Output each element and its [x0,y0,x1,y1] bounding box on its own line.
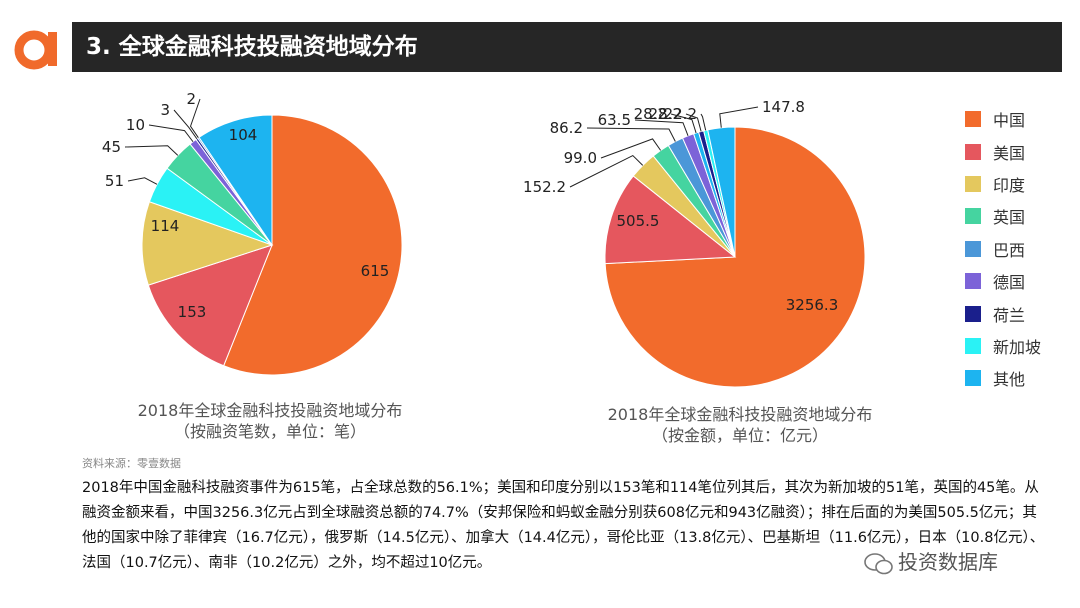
leader-line [173,109,198,140]
legend-label: 英国 [993,208,1026,228]
slice-label: 63.5 [598,111,631,129]
leader-line [670,113,697,134]
chart-legend: 中国美国印度英国巴西德国荷兰新加坡其他 [965,103,1041,395]
leader-line [685,113,702,132]
slice-label: 45 [102,138,121,156]
legend-label: 中国 [993,111,1026,131]
slice-label: 3256.3 [786,296,839,314]
slice-label: 22.2 [664,105,697,123]
brand-logo [14,30,57,70]
legend-item: 印度 [965,168,1041,200]
leader-line [569,154,644,188]
legend-item: 巴西 [965,233,1041,265]
slice-label: 28.2 [634,105,667,123]
legend-swatch [965,240,981,257]
pie-slice [198,114,273,247]
legend-label: 美国 [993,143,1026,163]
chart2-title: 2018年全球金融科技投融资地域分布 [607,405,873,424]
chart2-caption: 2018年全球金融科技投融资地域分布 （按金额，单位：亿元） [560,404,920,446]
chart1-title: 2018年全球金融科技投融资地域分布 [137,401,403,420]
slice-label: 3 [160,101,170,119]
legend-swatch [965,111,981,128]
watermark: 投资数据库 [864,545,1054,579]
legend-item: 德国 [965,265,1041,297]
source-note: 资料来源：零壹数据 [82,457,181,470]
leader-line [127,177,158,185]
legend-swatch [965,305,981,322]
legend-swatch [965,273,981,290]
pie-chart-count: 615 153 114 51 45 10 32 104 [102,90,403,376]
leader-line [124,145,179,156]
legend-item: 中国 [965,103,1041,135]
watermark-text: 投资数据库 [898,550,998,574]
chart1-subtitle: （按融资笔数，单位：笔） [173,422,366,441]
slice-label: 505.5 [617,212,660,230]
slice-label: 152.2 [523,178,566,196]
legend-item: 荷兰 [965,297,1041,329]
slice-label: 615 [361,262,390,280]
pie-slice [141,201,274,286]
leader-line [719,106,759,128]
slice-label: 28.2 [649,105,682,123]
legend-label: 荷兰 [993,305,1026,325]
pie-slice [223,114,403,376]
legend-label: 新加坡 [993,337,1042,357]
legend-item: 其他 [965,362,1041,394]
legend-swatch [965,370,981,387]
chart2-subtitle: （按金额，单位：亿元） [651,426,828,445]
chart1-caption: 2018年全球金融科技投融资地域分布 （按融资笔数，单位：笔） [95,400,445,442]
legend-item: 新加坡 [965,330,1041,362]
slice-label: 2 [186,90,196,108]
legend-swatch [965,208,981,225]
legend-swatch [965,337,981,354]
leader-line [148,124,194,143]
legend-item: 英国 [965,200,1041,232]
page-title: 3. 全球金融科技投融资地域分布 [72,22,1062,72]
legend-swatch [965,175,981,192]
pie-slice [604,175,737,265]
legend-label: 其他 [993,370,1026,390]
slice-label: 147.8 [762,98,805,116]
legend-swatch [965,143,981,160]
slice-label: 10 [126,116,145,134]
description-text: 2018年中国金融科技融资事件为615笔，占全球总数的56.1%；美国和印度分别… [82,480,1045,571]
slice-label: 114 [151,217,180,235]
slice-label: 51 [105,172,124,190]
leader-line [634,119,689,136]
slice-label: 153 [178,303,207,321]
legend-item: 美国 [965,135,1041,167]
legend-label: 巴西 [993,240,1026,260]
slice-label: 99.0 [564,149,597,167]
wechat-icon [864,552,893,574]
slice-label: 86.2 [550,119,583,137]
leader-line [586,127,676,142]
leader-line [600,138,662,159]
legend-label: 印度 [993,175,1026,195]
slice-label: 104 [229,126,258,144]
leader-line [700,113,707,131]
legend-label: 德国 [993,273,1026,293]
leader-line [189,98,201,139]
